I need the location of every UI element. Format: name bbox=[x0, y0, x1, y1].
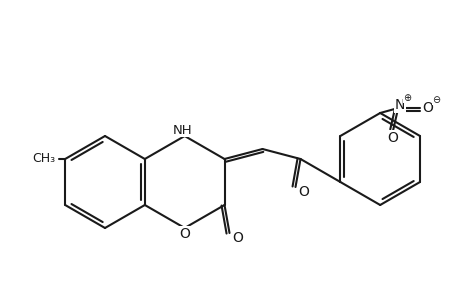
Text: O: O bbox=[232, 231, 242, 245]
Text: O: O bbox=[422, 101, 433, 115]
Text: CH₃: CH₃ bbox=[33, 152, 56, 166]
Text: O: O bbox=[387, 131, 398, 145]
Text: O: O bbox=[179, 227, 190, 241]
Text: O: O bbox=[297, 185, 308, 199]
Text: N: N bbox=[394, 98, 404, 112]
Text: ⊕: ⊕ bbox=[402, 93, 410, 103]
Text: ⊖: ⊖ bbox=[431, 95, 439, 105]
Text: NH: NH bbox=[173, 124, 192, 136]
